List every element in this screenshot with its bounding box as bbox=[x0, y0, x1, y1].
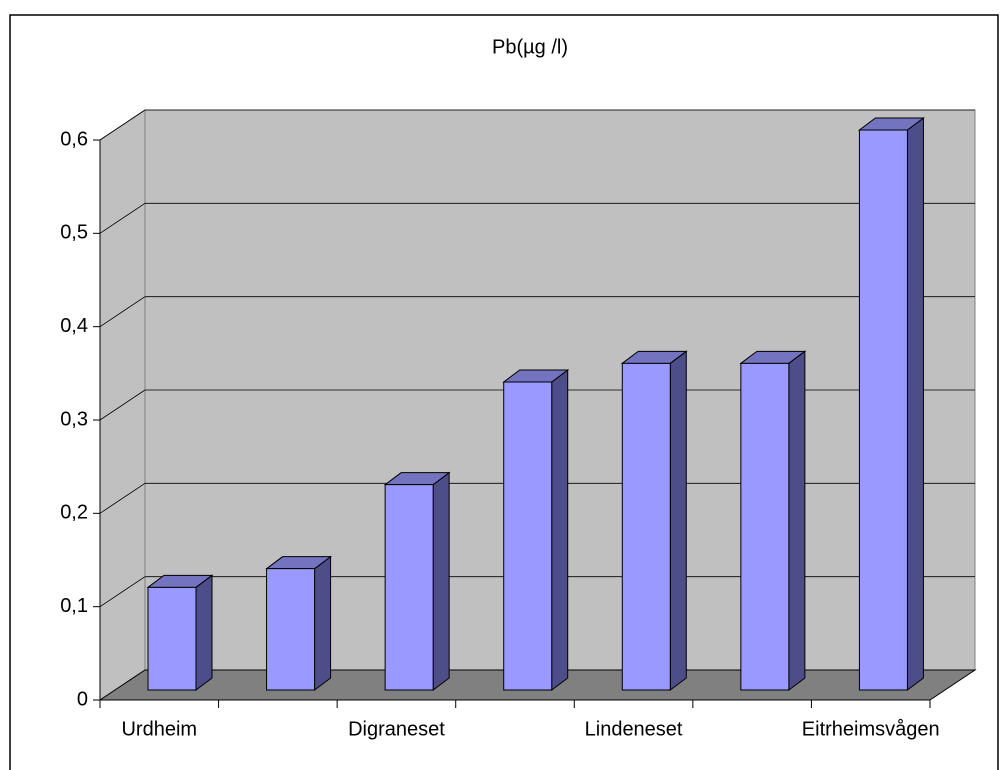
x-tick-label: Digraneset bbox=[348, 718, 445, 740]
bar bbox=[502, 369, 570, 691]
grid-line-side bbox=[99, 296, 146, 327]
bar-side bbox=[788, 350, 806, 691]
y-tick-label: 0,3 bbox=[60, 408, 88, 430]
bar bbox=[620, 350, 688, 691]
chart-title: Pb(µg /l) bbox=[492, 36, 568, 58]
bar bbox=[265, 555, 333, 691]
bar-front bbox=[621, 362, 671, 691]
bar-side bbox=[432, 471, 450, 691]
bar-side bbox=[551, 369, 569, 691]
bar bbox=[146, 574, 214, 691]
x-tick-label: Eitrheimsvågen bbox=[802, 718, 940, 740]
y-tick-label: 0,4 bbox=[60, 315, 88, 337]
y-tick-label: 0,1 bbox=[60, 595, 88, 617]
bar-front bbox=[503, 381, 553, 691]
grid-line-side bbox=[99, 576, 146, 607]
grid-line-side bbox=[99, 203, 146, 234]
y-tick-label: 0,6 bbox=[60, 128, 88, 150]
bar bbox=[739, 350, 807, 691]
bar-front bbox=[384, 484, 434, 691]
bar-front bbox=[266, 568, 316, 691]
bar bbox=[383, 471, 451, 691]
y-tick-label: 0,5 bbox=[60, 222, 88, 244]
bar-front bbox=[740, 362, 790, 691]
bar-side bbox=[195, 574, 213, 691]
grid-line-side bbox=[99, 389, 146, 421]
bar-front bbox=[858, 129, 908, 691]
bar-front bbox=[147, 586, 197, 691]
bar-side bbox=[669, 350, 687, 691]
bar-side bbox=[906, 117, 924, 691]
x-tick-label: Urdheim bbox=[121, 718, 197, 740]
grid-line-side bbox=[99, 109, 146, 141]
x-tick-label: Lindeneset bbox=[585, 718, 683, 740]
grid-line-side bbox=[99, 483, 146, 514]
y-tick-label: 0,2 bbox=[60, 502, 88, 524]
y-tick-label: 0 bbox=[77, 688, 88, 710]
bar bbox=[857, 117, 925, 691]
bar-side bbox=[314, 555, 332, 691]
